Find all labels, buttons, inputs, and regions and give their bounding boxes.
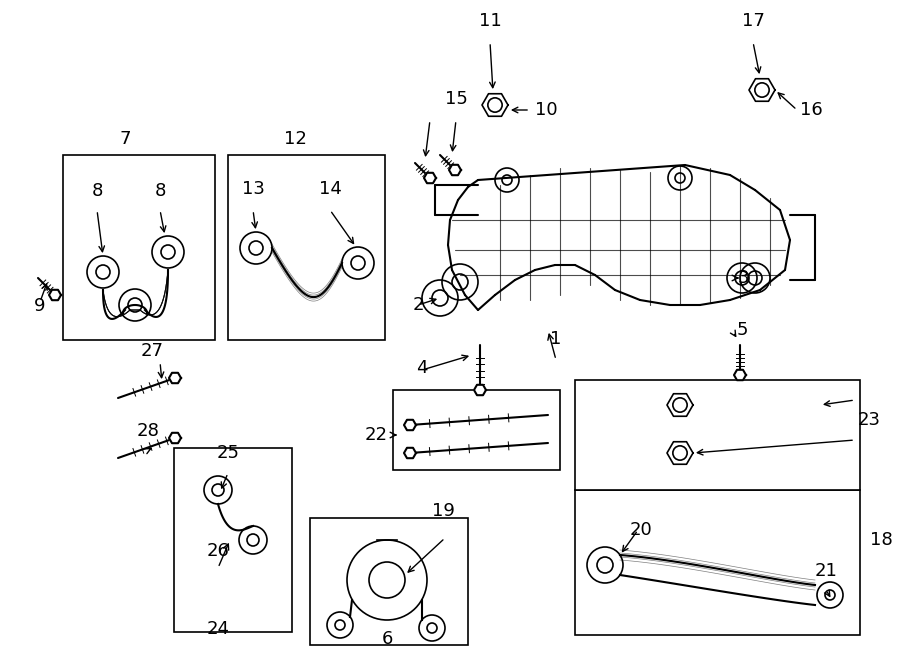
Text: 20: 20 [630, 521, 652, 539]
Text: 1: 1 [550, 330, 562, 348]
Polygon shape [404, 420, 416, 430]
Text: 17: 17 [742, 12, 764, 30]
Text: 6: 6 [382, 630, 392, 648]
Text: 19: 19 [432, 502, 454, 520]
Text: 14: 14 [319, 180, 341, 198]
Text: 4: 4 [417, 359, 428, 377]
Text: 27: 27 [140, 342, 164, 360]
Bar [575, 380, 860, 490]
Text: 21: 21 [814, 562, 837, 580]
Polygon shape [169, 373, 181, 383]
Polygon shape [667, 442, 693, 464]
Text: 3: 3 [738, 269, 750, 287]
Text: 8: 8 [154, 182, 166, 200]
Text: 16: 16 [800, 101, 823, 119]
Text: 9: 9 [34, 297, 46, 315]
Text: 10: 10 [535, 101, 558, 119]
Bar [174, 448, 292, 632]
Text: 13: 13 [241, 180, 265, 198]
Polygon shape [667, 394, 693, 416]
Text: 22: 22 [365, 426, 388, 444]
Text: 11: 11 [479, 12, 501, 30]
Bar [63, 155, 215, 340]
Polygon shape [449, 165, 461, 175]
Text: 23: 23 [858, 411, 881, 429]
Polygon shape [169, 433, 181, 443]
Text: 12: 12 [284, 130, 306, 148]
Polygon shape [474, 385, 486, 395]
Bar [228, 155, 385, 340]
Polygon shape [49, 290, 61, 300]
Text: 25: 25 [217, 444, 239, 462]
Text: 26: 26 [207, 542, 230, 560]
Text: 15: 15 [445, 90, 467, 108]
Text: 7: 7 [119, 130, 130, 148]
Polygon shape [734, 369, 746, 380]
Text: 18: 18 [870, 531, 893, 549]
Text: 8: 8 [91, 182, 103, 200]
Polygon shape [424, 173, 436, 183]
Text: 24: 24 [206, 620, 230, 638]
Polygon shape [482, 94, 508, 116]
Bar [310, 518, 468, 645]
Text: 5: 5 [737, 321, 749, 339]
Polygon shape [404, 447, 416, 458]
Bar [575, 490, 860, 635]
Polygon shape [749, 79, 775, 101]
Bar [393, 390, 560, 470]
Text: 2: 2 [412, 296, 424, 314]
Text: 28: 28 [137, 422, 159, 440]
